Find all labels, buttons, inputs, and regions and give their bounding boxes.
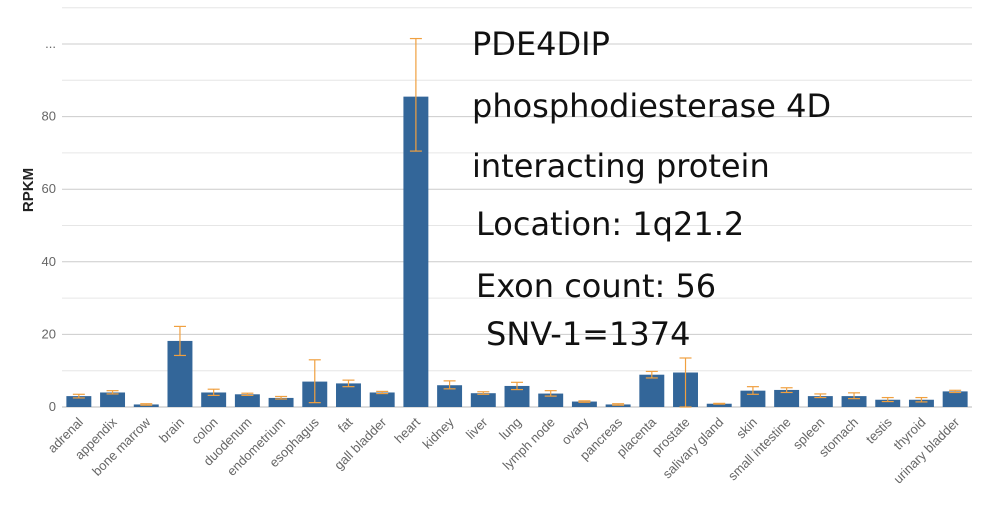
bar	[875, 399, 901, 407]
y-tick-label: 0	[49, 399, 56, 414]
error-bar	[106, 390, 119, 395]
bar	[942, 391, 968, 407]
bar	[639, 374, 665, 407]
y-axis-label: RPKM	[20, 168, 37, 212]
bar	[538, 393, 564, 407]
bar	[841, 396, 867, 407]
gene-name-line-2: interacting protein	[472, 147, 770, 185]
error-bar	[949, 389, 962, 394]
error-bar	[511, 381, 523, 391]
error-bar	[713, 402, 726, 405]
error-bar	[477, 391, 490, 395]
error-bars	[72, 37, 962, 408]
bar	[437, 385, 463, 407]
error-bar	[140, 403, 153, 406]
error-bar	[578, 400, 591, 403]
error-bar	[72, 393, 85, 399]
error-bar	[679, 357, 692, 408]
error-bar	[342, 379, 355, 388]
bar	[336, 383, 361, 407]
x-tick-label: lung	[496, 415, 524, 443]
error-bar	[443, 380, 456, 390]
error-bar	[173, 325, 186, 357]
gene-location: Location: 1q21.2	[476, 205, 745, 243]
error-bar	[915, 396, 928, 403]
bar	[571, 401, 597, 407]
error-bar	[241, 392, 254, 396]
bar	[369, 392, 395, 407]
y-tick-label: 80	[42, 109, 56, 124]
error-bar	[376, 390, 389, 395]
x-tick-label: brain	[156, 415, 187, 446]
error-bar	[814, 393, 827, 399]
x-tick-label: skin	[733, 415, 760, 442]
error-bar	[409, 37, 422, 152]
x-tick-label: liver	[463, 414, 491, 442]
bar	[66, 396, 92, 407]
x-tick-label: kidney	[420, 414, 458, 452]
error-bar	[780, 387, 793, 394]
error-bar	[308, 359, 321, 404]
bar	[706, 403, 732, 407]
bar	[234, 394, 260, 407]
error-bar	[848, 392, 861, 400]
y-axis-ticks: 0 20 40 60 80...	[42, 36, 56, 414]
bar	[504, 385, 530, 407]
error-bar	[645, 370, 658, 379]
error-bar	[207, 388, 220, 396]
error-bar	[612, 403, 625, 406]
snv-count: SNV-1=1374	[486, 315, 691, 353]
y-tick-label: ...	[45, 36, 56, 51]
error-bar	[746, 386, 759, 395]
error-bar	[881, 396, 894, 403]
error-bar	[275, 395, 288, 400]
bar	[807, 396, 833, 407]
exon-count: Exon count: 56	[476, 267, 717, 305]
gene-name-line-1: phosphodiesterase 4D	[472, 87, 832, 125]
bar	[100, 392, 126, 407]
y-tick-label: 60	[42, 181, 56, 196]
error-bar	[544, 390, 557, 397]
bars	[66, 96, 968, 407]
bar	[908, 399, 934, 407]
bar	[740, 390, 766, 407]
bar	[774, 389, 800, 407]
bar	[470, 393, 496, 407]
bar	[201, 392, 227, 407]
bar	[268, 397, 294, 407]
x-tick-label: fat	[335, 414, 356, 435]
gene-symbol: PDE4DIP	[472, 25, 610, 63]
y-tick-label: 40	[42, 254, 56, 269]
y-tick-label: 20	[42, 326, 56, 341]
